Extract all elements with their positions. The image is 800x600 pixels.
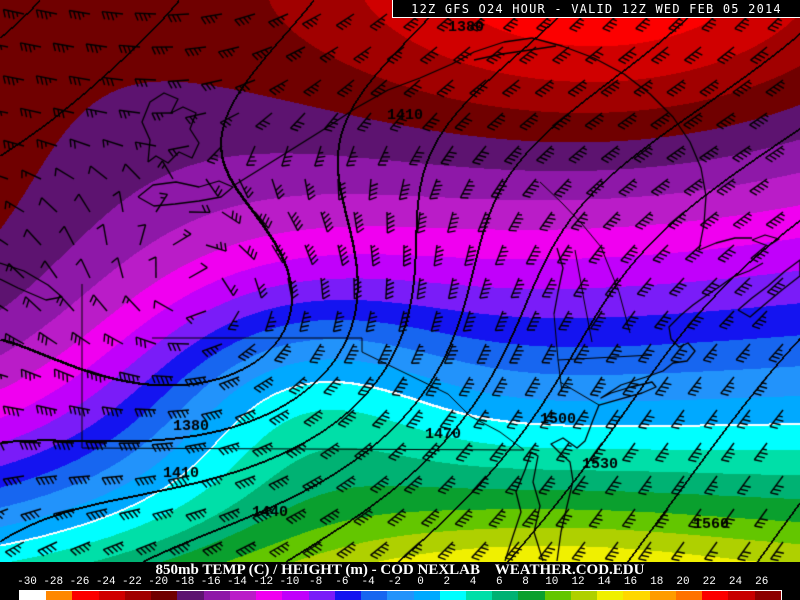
colorbar-tick-label: -8 <box>309 576 323 588</box>
colorbar-tick-label: -10 <box>279 576 300 588</box>
colorbar-strip <box>19 590 782 600</box>
colorbar-swatch <box>754 591 781 600</box>
colorbar-tick-label: 20 <box>676 576 690 588</box>
colorbar-swatch <box>46 591 73 600</box>
colorbar-tick-label: 18 <box>650 576 664 588</box>
colorbar-swatch <box>413 591 440 600</box>
colorbar-swatch <box>544 591 571 600</box>
colorbar-swatch <box>570 591 598 600</box>
colorbar-tick-label: -18 <box>174 576 195 588</box>
colorbar-swatch <box>387 591 414 600</box>
colorbar-tick-label: -16 <box>200 576 221 588</box>
colorbar-tick-label: 24 <box>728 576 743 588</box>
colorbar-tick-label: 2 <box>443 576 451 588</box>
colorbar-swatch <box>177 591 204 600</box>
colorbar-tick-label: 6 <box>496 576 503 588</box>
weather-map-canvas <box>0 0 800 562</box>
colorbar-tick-label: 0 <box>417 576 424 588</box>
caption-text: 850mb TEMP (C) / HEIGHT (m) - COD NEXLAB… <box>155 562 645 578</box>
colorbar-swatch <box>465 591 493 600</box>
colorbar-swatch <box>518 591 545 600</box>
title-bar: 12Z GFS O24 HOUR - VALID 12Z WED FEB 05 … <box>392 0 800 18</box>
colorbar-swatch <box>282 591 309 600</box>
colorbar-swatch <box>702 591 729 600</box>
colorbar-swatch <box>623 591 650 600</box>
colorbar-swatch <box>256 591 283 600</box>
colorbar-swatch <box>334 591 362 600</box>
colorbar-swatch <box>124 591 152 600</box>
colorbar-tick-label: -24 <box>95 576 116 588</box>
colorbar-swatch <box>597 591 624 600</box>
colorbar-tick-label: -2 <box>387 576 401 588</box>
colorbar-tick-label: 26 <box>755 576 769 588</box>
colorbar-swatch <box>308 591 335 600</box>
colorbar-swatch <box>649 591 676 600</box>
colorbar-swatch <box>151 591 178 600</box>
colorbar-tick-label: -28 <box>43 576 64 588</box>
colorbar-tick-label: 8 <box>522 576 529 588</box>
colorbar-tick-label: -30 <box>17 576 37 588</box>
colorbar-swatch <box>72 591 99 600</box>
colorbar-swatch <box>229 591 257 600</box>
colorbar-tick-label: 14 <box>597 576 611 588</box>
colorbar-tick-label: -22 <box>122 576 142 588</box>
colorbar-swatch <box>361 591 388 600</box>
colorbar-swatch <box>20 591 47 600</box>
colorbar-tick-label: -12 <box>253 576 274 588</box>
colorbar-labels: -30 -28 -26 -24 -22 -20 -18 -16 -14 -12 -10 -8 -6 -4-… <box>0 576 800 588</box>
colorbar-tick-label: 12 <box>571 576 585 588</box>
colorbar-tick-label: 10 <box>545 576 559 588</box>
colorbar-tick-label: -26 <box>69 576 90 588</box>
colorbar-tick-label: -20 <box>148 576 169 588</box>
colorbar-swatch <box>98 591 125 600</box>
colorbar-tick-label: 22 <box>702 576 716 588</box>
colorbar-swatch <box>439 591 466 600</box>
colorbar-tick-label: -4 <box>361 576 375 588</box>
colorbar-swatch <box>203 591 230 600</box>
colorbar-swatch <box>728 591 755 600</box>
title-text: 12Z GFS O24 HOUR - VALID 12Z WED FEB 05 … <box>411 1 782 16</box>
colorbar-tick-label: -6 <box>335 576 349 588</box>
colorbar-tick-label: 4 <box>469 576 477 588</box>
colorbar-tick-label: 16 <box>623 576 638 588</box>
colorbar-tick-label: -14 <box>227 576 247 588</box>
colorbar-swatch <box>492 591 519 600</box>
bottom-bar: 850mb TEMP (C) / HEIGHT (m) - COD NEXLAB… <box>0 562 800 600</box>
colorbar-swatch <box>675 591 703 600</box>
